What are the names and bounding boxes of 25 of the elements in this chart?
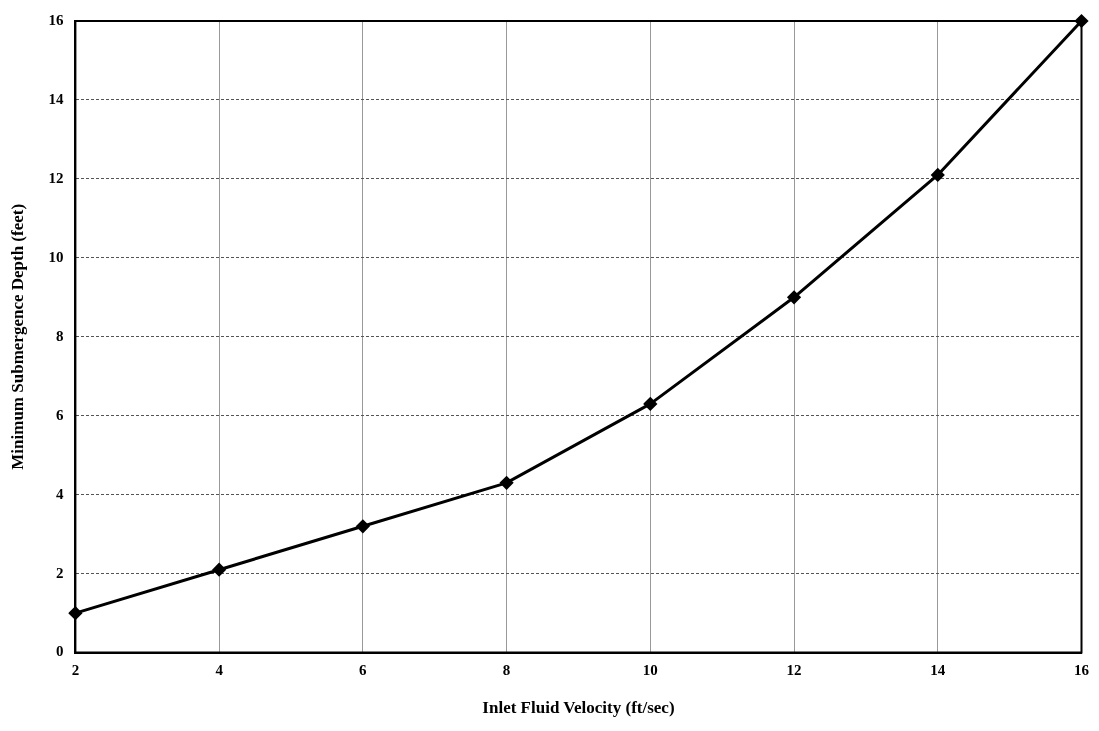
point — [643, 397, 657, 411]
y-tick-label: 6 — [55, 406, 64, 423]
x-tick-label: 4 — [215, 662, 224, 679]
x-tick-label: 12 — [786, 662, 802, 679]
point — [212, 563, 226, 577]
x-tick-label: 16 — [1074, 662, 1090, 679]
point — [500, 476, 514, 490]
y-tick-label: 2 — [55, 564, 64, 581]
point — [787, 290, 801, 304]
x-axis-title: Inlet Fluid Velocity (ft/sec) — [482, 698, 675, 718]
point — [356, 519, 370, 533]
point — [931, 168, 945, 182]
x-tick-label: 8 — [502, 662, 511, 679]
y-tick-label: 16 — [48, 11, 64, 28]
y-axis-title: Minimum Submergence Depth (feet) — [7, 203, 27, 470]
y-tick-label: 4 — [55, 485, 64, 502]
y-tick-label: 10 — [48, 248, 64, 265]
y-tick-label: 14 — [48, 90, 64, 107]
x-tick-label: 6 — [359, 662, 368, 679]
y-tick-label: 12 — [48, 169, 64, 186]
y-tick-label: 8 — [55, 327, 64, 344]
x-tick-label: 2 — [71, 662, 80, 679]
x-tick-label: 14 — [930, 662, 946, 679]
x-tick-label: 10 — [642, 662, 658, 679]
y-tick-label: 0 — [55, 643, 64, 660]
